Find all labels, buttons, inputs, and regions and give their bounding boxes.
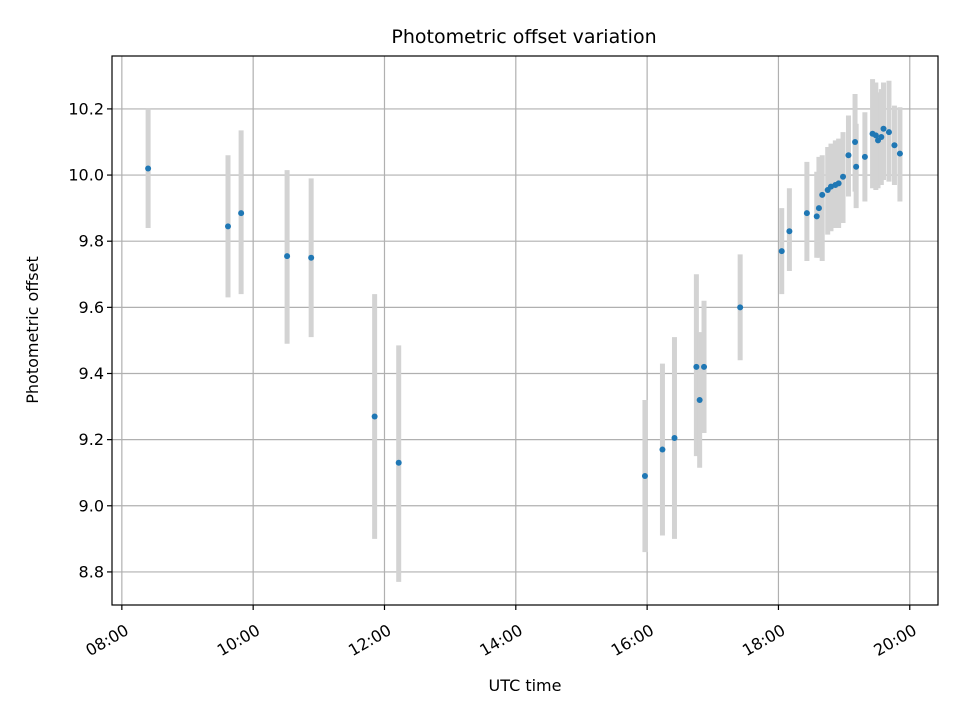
data-point	[696, 396, 703, 403]
data-point	[395, 459, 402, 466]
x-tick-label: 14:00	[476, 620, 525, 660]
data-point	[701, 363, 708, 370]
y-tick-label: 10.0	[68, 166, 104, 185]
x-tick-label: 08:00	[82, 620, 131, 660]
x-tick-label: 18:00	[739, 620, 788, 660]
data-point	[641, 473, 648, 480]
y-tick-label: 9.0	[79, 496, 104, 515]
data-point	[878, 134, 885, 141]
x-tick-label: 10:00	[214, 620, 263, 660]
data-point	[891, 142, 898, 149]
y-axis-label: Photometric offset	[23, 256, 42, 404]
data-point	[238, 210, 245, 217]
data-point	[835, 180, 842, 187]
y-axis: 8.8 9.0 9.2 9.4 9.6 9.8 10.0 10.2	[68, 99, 112, 581]
x-axis-label: UTC time	[489, 676, 562, 695]
data-point	[872, 132, 879, 139]
x-tick-label: 16:00	[608, 620, 657, 660]
y-tick-label: 9.8	[79, 232, 104, 251]
data-point	[786, 228, 793, 235]
data-point	[659, 446, 666, 453]
data-point	[224, 223, 231, 230]
x-axis: 08:00 10:00 12:00 14:00 16:00 18:00 20:00	[82, 605, 920, 660]
data-point	[861, 153, 868, 160]
data-point	[803, 210, 810, 217]
chart-title: Photometric offset variation	[391, 26, 656, 48]
data-point	[853, 163, 860, 170]
data-point	[852, 138, 859, 145]
data-points	[145, 125, 903, 480]
data-point	[813, 213, 820, 220]
y-tick-label: 9.2	[79, 430, 104, 449]
data-point	[371, 413, 378, 420]
grid	[112, 56, 938, 605]
data-point	[693, 363, 700, 370]
y-tick-label: 9.6	[79, 298, 104, 317]
y-tick-label: 9.4	[79, 364, 104, 383]
data-point	[880, 125, 887, 132]
data-point	[845, 152, 852, 159]
data-point	[885, 129, 892, 136]
data-point	[671, 434, 678, 441]
data-point	[840, 173, 847, 180]
data-point	[308, 254, 315, 261]
plot-frame	[111, 55, 939, 606]
data-point	[284, 253, 291, 260]
data-point	[819, 191, 826, 198]
y-tick-label: 8.8	[79, 562, 104, 581]
y-tick-label: 10.2	[68, 99, 104, 118]
data-point	[896, 150, 903, 157]
data-point	[815, 205, 822, 212]
data-point	[778, 248, 785, 255]
data-point	[737, 304, 744, 311]
x-tick-label: 12:00	[345, 620, 394, 660]
x-tick-label: 20:00	[870, 620, 919, 660]
data-point	[145, 165, 152, 172]
plot-background	[112, 56, 938, 605]
